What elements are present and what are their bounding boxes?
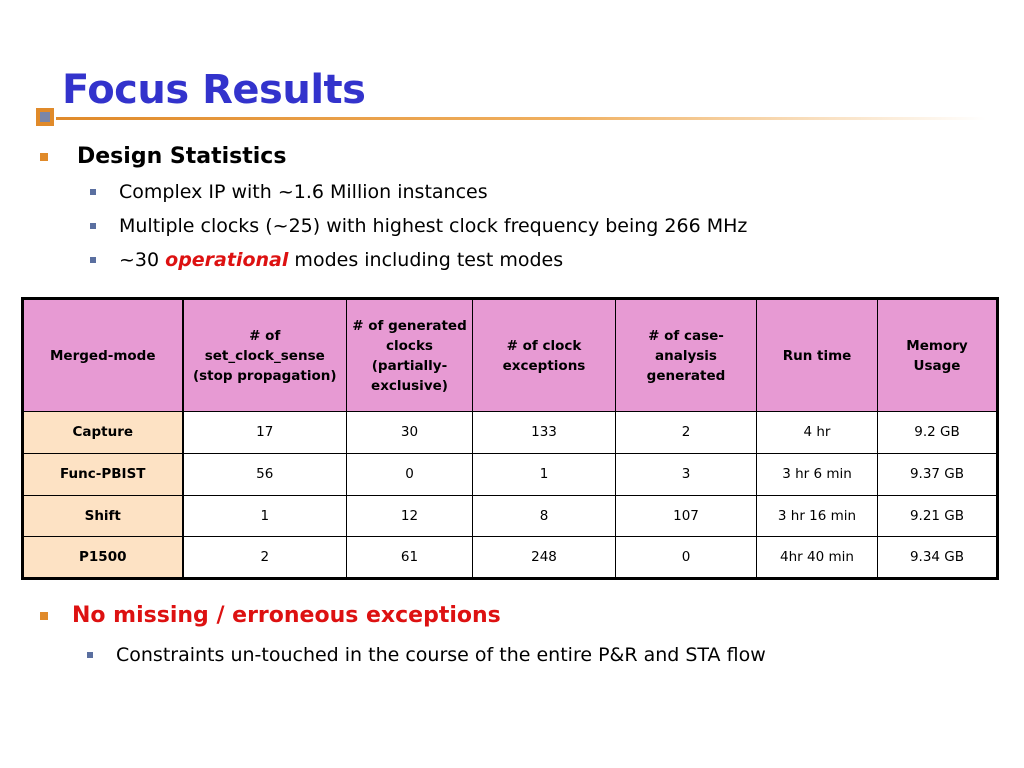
table-row: Func-PBIST 56 0 1 3 3 hr 6 min 9.37 GB — [22, 452, 998, 496]
table-cell: 2 — [182, 536, 347, 579]
table-cell: 9.21 GB — [877, 494, 998, 538]
table-cell: 9.2 GB — [877, 411, 998, 454]
small-square-bullet-icon — [87, 652, 93, 658]
slide-title: Focus Results — [62, 67, 366, 113]
sub-bullet-instances: Complex IP with ~1.6 Million instances — [90, 178, 488, 206]
table-cell: 9.34 GB — [877, 536, 998, 579]
row-header-cell: Shift — [22, 494, 184, 538]
square-bullet-icon — [40, 153, 48, 161]
title-divider — [56, 117, 986, 120]
col-header-case-analysis: # of case-analysis generated — [615, 298, 757, 412]
col-header-generated-clocks: # of generated clocks (partially-exclusi… — [346, 298, 473, 412]
col-header-merged-mode: Merged-mode — [22, 298, 184, 412]
small-square-bullet-icon — [90, 223, 96, 229]
title-square-icon — [36, 108, 54, 126]
sub-bullet-modes: ~30 operational modes including test mod… — [90, 246, 564, 274]
table-cell: 107 — [615, 494, 757, 538]
table-cell: 3 hr 16 min — [756, 494, 878, 538]
table-cell: 9.37 GB — [877, 452, 998, 496]
table-cell: 2 — [615, 411, 757, 454]
table-cell: 12 — [346, 494, 473, 538]
results-table: Merged-mode # of set_clock_sense (stop p… — [21, 297, 999, 580]
table-cell: 248 — [472, 536, 616, 579]
table-row: Shift 1 12 8 107 3 hr 16 min 9.21 GB — [22, 494, 998, 538]
sub-bullet-text: Multiple clocks (~25) with highest clock… — [119, 215, 748, 237]
sub-bullet-text: Complex IP with ~1.6 Million instances — [119, 181, 488, 203]
modes-prefix: ~30 — [119, 249, 166, 271]
table-row: Capture 17 30 133 2 4 hr 9.2 GB — [22, 411, 998, 454]
modes-emphasis: operational — [165, 249, 289, 271]
table-cell: 1 — [472, 452, 616, 496]
bullet-no-missing-exceptions: No missing / erroneous exceptions — [40, 601, 501, 631]
bullet-text: No missing / erroneous exceptions — [72, 603, 501, 628]
small-square-bullet-icon — [90, 189, 96, 195]
sub-bullet-constraints: Constraints un-touched in the course of … — [87, 641, 766, 669]
row-header-cell: P1500 — [22, 536, 184, 579]
table-cell: 56 — [182, 452, 347, 496]
table-cell: 61 — [346, 536, 473, 579]
row-header-cell: Capture — [22, 411, 184, 454]
modes-suffix: modes including test modes — [288, 249, 564, 271]
table-cell: 4hr 40 min — [756, 536, 878, 579]
table-cell: 0 — [615, 536, 757, 579]
table-cell: 1 — [182, 494, 347, 538]
row-header-cell: Func-PBIST — [22, 452, 184, 496]
small-square-bullet-icon — [90, 257, 96, 263]
table-cell: 3 hr 6 min — [756, 452, 878, 496]
bullet-design-statistics: Design Statistics — [40, 142, 287, 172]
table-header-row: Merged-mode # of set_clock_sense (stop p… — [22, 298, 998, 412]
table-row: P1500 2 61 248 0 4hr 40 min 9.34 GB — [22, 536, 998, 579]
table-cell: 4 hr — [756, 411, 878, 454]
table-cell: 133 — [472, 411, 616, 454]
col-header-set-clock-sense: # of set_clock_sense (stop propagation) — [182, 298, 347, 412]
col-header-run-time: Run time — [756, 298, 878, 412]
table-cell: 8 — [472, 494, 616, 538]
sub-bullet-text: Constraints un-touched in the course of … — [116, 644, 766, 666]
col-header-clock-exceptions: # of clock exceptions — [472, 298, 616, 412]
square-bullet-icon — [40, 612, 48, 620]
table-cell: 0 — [346, 452, 473, 496]
col-header-memory-usage: Memory Usage — [877, 298, 998, 412]
table-cell: 17 — [182, 411, 347, 454]
table-cell: 3 — [615, 452, 757, 496]
table-cell: 30 — [346, 411, 473, 454]
sub-bullet-clocks: Multiple clocks (~25) with highest clock… — [90, 212, 748, 240]
bullet-text: Design Statistics — [77, 144, 287, 169]
